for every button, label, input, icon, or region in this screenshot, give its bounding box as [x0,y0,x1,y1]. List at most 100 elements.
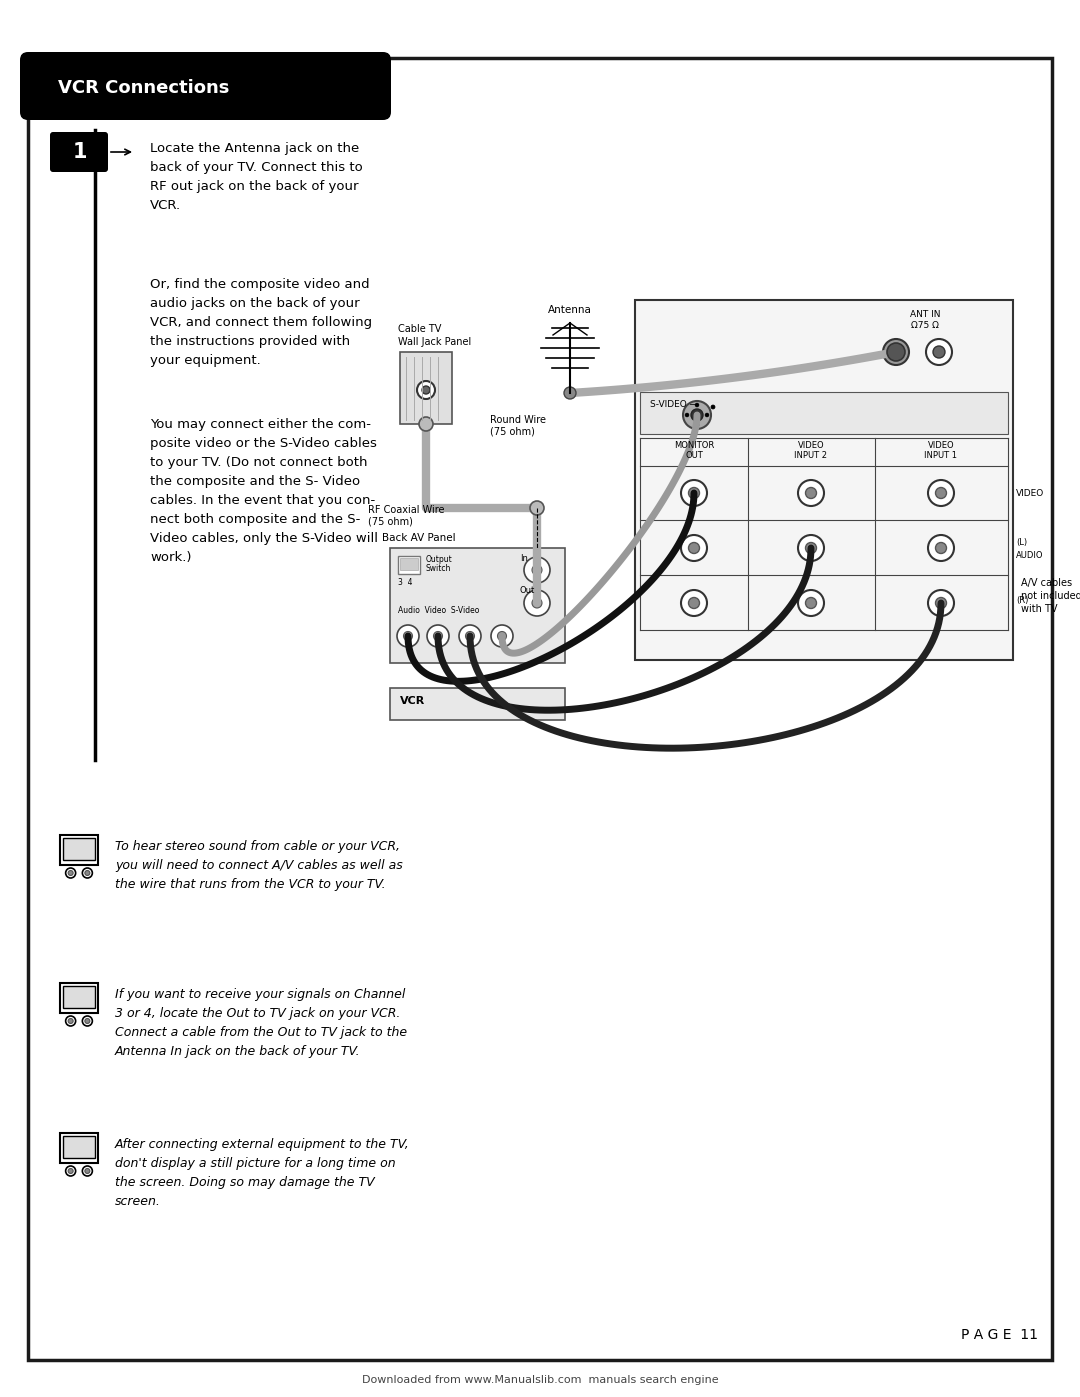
Circle shape [681,535,707,562]
Circle shape [82,1016,93,1025]
Bar [63,838,95,861]
Text: VIDEO: VIDEO [1016,489,1044,497]
Circle shape [404,631,413,640]
Circle shape [935,598,946,609]
Bar [640,393,1008,434]
Circle shape [891,346,901,358]
Circle shape [883,339,909,365]
Text: S-VIDEO —: S-VIDEO — [650,400,699,409]
Bar [60,983,98,1013]
Text: Output: Output [426,555,453,564]
Circle shape [532,564,542,576]
Text: You may connect either the com-
posite video or the S-Video cables
to your TV. (: You may connect either the com- posite v… [150,418,378,564]
Circle shape [935,542,946,553]
Circle shape [66,1166,76,1176]
Circle shape [82,868,93,877]
Circle shape [689,542,700,553]
Circle shape [711,405,715,409]
Circle shape [524,557,550,583]
Bar [390,548,565,664]
Circle shape [85,1168,90,1173]
Circle shape [689,488,700,499]
Circle shape [422,386,430,394]
Circle shape [530,502,544,515]
Circle shape [68,1168,73,1173]
Text: Downloaded from www.Manualslib.com  manuals search engine: Downloaded from www.Manualslib.com manua… [362,1375,718,1384]
Circle shape [465,631,474,640]
Text: A/V cables
not included
with TV: A/V cables not included with TV [1021,578,1080,615]
Text: 3  4: 3 4 [399,578,413,587]
Text: Cable TV
Wall Jack Panel: Cable TV Wall Jack Panel [399,324,471,348]
Text: Or, find the composite video and
audio jacks on the back of your
VCR, and connec: Or, find the composite video and audio j… [150,278,373,367]
Text: Round Wire
(75 ohm): Round Wire (75 ohm) [490,415,546,437]
Text: AUDIO: AUDIO [1016,550,1043,560]
Bar [60,835,98,865]
FancyBboxPatch shape [21,52,391,120]
Circle shape [928,590,954,616]
Circle shape [68,1018,73,1024]
Bar [400,352,453,425]
Bar [390,687,565,719]
Circle shape [926,339,951,365]
Text: In: In [519,555,528,563]
Circle shape [928,481,954,506]
Text: (L): (L) [1016,538,1027,548]
Circle shape [806,598,816,609]
Text: P A G E  11: P A G E 11 [961,1329,1038,1343]
Text: Switch: Switch [426,564,451,573]
Bar [63,1136,95,1158]
Text: After connecting external equipment to the TV,
don't display a still picture for: After connecting external equipment to t… [114,1139,409,1208]
Circle shape [681,590,707,616]
Bar [60,1133,98,1162]
Circle shape [459,624,481,647]
Circle shape [689,598,700,609]
Circle shape [887,344,905,360]
Text: ANT IN
Ω75 Ω: ANT IN Ω75 Ω [909,310,941,330]
Circle shape [66,1016,76,1025]
Circle shape [66,868,76,877]
Circle shape [532,598,542,608]
Text: MONITOR
OUT: MONITOR OUT [674,441,714,461]
Text: Locate the Antenna jack on the
back of your TV. Connect this to
RF out jack on t: Locate the Antenna jack on the back of y… [150,142,363,212]
Text: VCR: VCR [400,696,426,705]
Text: Audio  Video  S-Video: Audio Video S-Video [399,606,480,615]
Circle shape [691,409,703,420]
Circle shape [696,402,699,407]
Circle shape [798,590,824,616]
Circle shape [68,870,73,876]
Bar [200,60,383,112]
Circle shape [798,535,824,562]
Bar [635,300,1013,659]
Circle shape [417,381,435,400]
Bar [400,557,418,570]
Circle shape [935,488,946,499]
Circle shape [933,346,945,358]
Text: If you want to receive your signals on Channel
3 or 4, locate the Out to TV jack: If you want to receive your signals on C… [114,988,407,1058]
Text: Antenna: Antenna [548,305,592,314]
Text: 1: 1 [72,142,87,162]
FancyBboxPatch shape [50,131,108,172]
Text: VIDEO
INPUT 2: VIDEO INPUT 2 [795,441,827,461]
Circle shape [85,1018,90,1024]
Bar [399,556,420,574]
Circle shape [683,401,711,429]
Bar [63,986,95,1009]
Circle shape [397,624,419,647]
Text: VIDEO
INPUT 1: VIDEO INPUT 1 [924,441,958,461]
Circle shape [491,624,513,647]
Text: Out: Out [519,585,536,595]
Circle shape [524,590,550,616]
Circle shape [427,624,449,647]
Circle shape [928,535,954,562]
Circle shape [806,542,816,553]
Circle shape [498,631,507,640]
Circle shape [564,387,576,400]
Circle shape [806,488,816,499]
Circle shape [82,1166,93,1176]
Circle shape [419,416,433,432]
Circle shape [798,481,824,506]
Text: VCR Connections: VCR Connections [58,80,229,96]
Circle shape [681,481,707,506]
Circle shape [696,423,699,427]
Text: (R): (R) [1016,595,1028,605]
